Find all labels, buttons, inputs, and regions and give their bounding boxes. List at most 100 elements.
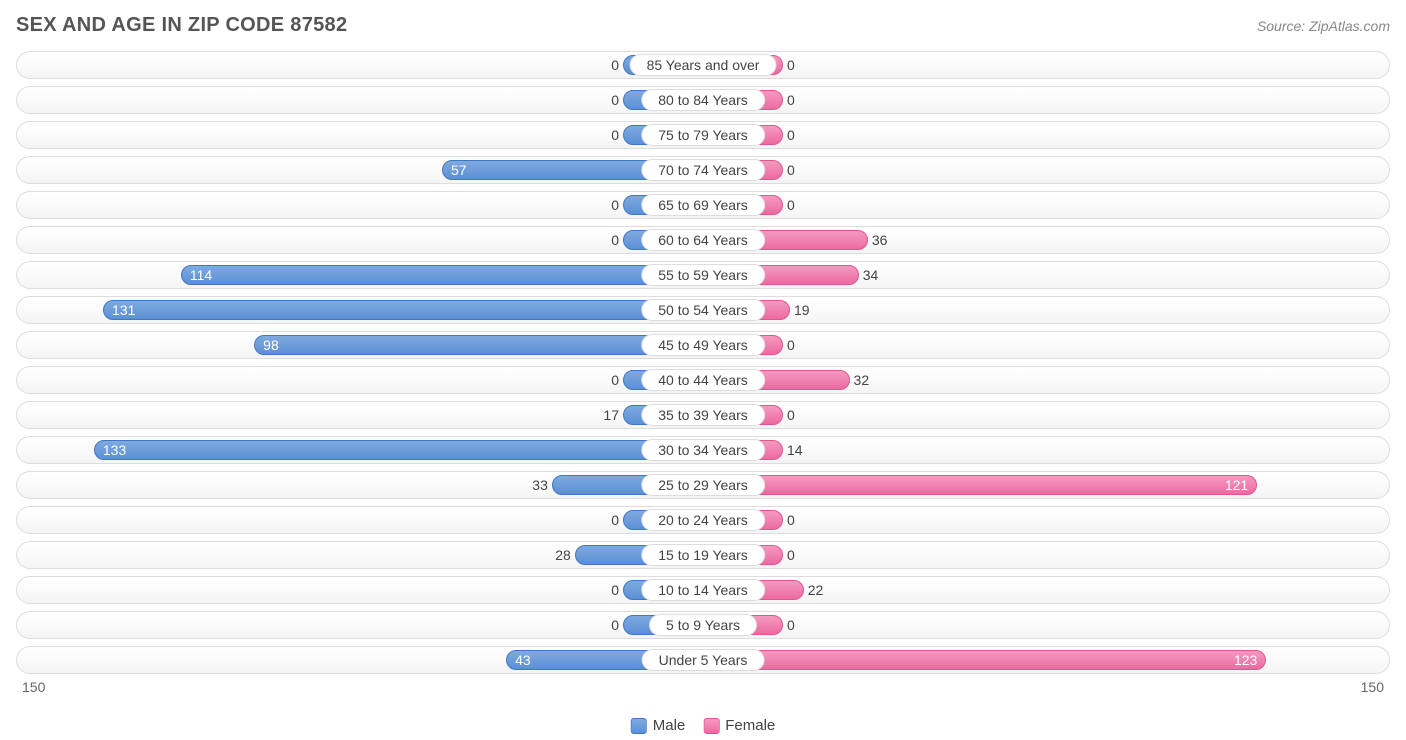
male-value: 28 bbox=[555, 547, 576, 563]
male-value: 0 bbox=[611, 197, 624, 213]
female-half: 36 bbox=[703, 227, 1389, 253]
female-value: 0 bbox=[782, 337, 795, 353]
female-value: 0 bbox=[782, 92, 795, 108]
male-half: 0 bbox=[17, 192, 703, 218]
female-half: 0 bbox=[703, 542, 1389, 568]
female-half: 0 bbox=[703, 402, 1389, 428]
pyramid-row: 0 32 40 to 44 Years bbox=[16, 366, 1390, 394]
female-value: 0 bbox=[782, 407, 795, 423]
age-category-label: 70 to 74 Years bbox=[641, 159, 765, 181]
male-value: 133 bbox=[103, 442, 126, 458]
pyramid-row: 43123Under 5 Years bbox=[16, 646, 1390, 674]
female-value: 0 bbox=[782, 127, 795, 143]
age-category-label: 85 Years and over bbox=[630, 54, 777, 76]
pyramid-row: 0 22 10 to 14 Years bbox=[16, 576, 1390, 604]
female-value: 121 bbox=[1225, 477, 1248, 493]
male-value: 17 bbox=[603, 407, 624, 423]
legend-male: Male bbox=[631, 717, 686, 734]
male-half: 0 bbox=[17, 577, 703, 603]
female-value: 0 bbox=[782, 512, 795, 528]
female-half: 14 bbox=[703, 437, 1389, 463]
female-half: 0 bbox=[703, 192, 1389, 218]
male-value: 0 bbox=[611, 232, 624, 248]
age-category-label: 10 to 14 Years bbox=[641, 579, 765, 601]
female-half: 34 bbox=[703, 262, 1389, 288]
male-half: 0 bbox=[17, 612, 703, 638]
age-category-label: 20 to 24 Years bbox=[641, 509, 765, 531]
male-value: 0 bbox=[611, 92, 624, 108]
pyramid-row: 0075 to 79 Years bbox=[16, 121, 1390, 149]
female-half: 0 bbox=[703, 122, 1389, 148]
male-bar: 133 bbox=[94, 440, 703, 460]
male-half: 0 bbox=[17, 52, 703, 78]
pyramid-row: 0 0 80 to 84 Years bbox=[16, 86, 1390, 114]
age-category-label: 40 to 44 Years bbox=[641, 369, 765, 391]
female-value: 0 bbox=[782, 617, 795, 633]
male-bar: 114 bbox=[181, 265, 703, 285]
pyramid-row: 0 0 65 to 69 Years bbox=[16, 191, 1390, 219]
female-half: 123 bbox=[703, 647, 1389, 673]
female-value: 34 bbox=[858, 267, 879, 283]
male-value: 114 bbox=[190, 267, 212, 283]
female-value: 0 bbox=[782, 162, 795, 178]
pyramid-row: 98 0 45 to 49 Years bbox=[16, 331, 1390, 359]
male-value: 0 bbox=[611, 617, 624, 633]
legend: Male Female bbox=[631, 717, 776, 734]
male-value: 57 bbox=[451, 162, 467, 178]
male-value: 0 bbox=[611, 372, 624, 388]
female-value: 123 bbox=[1234, 652, 1257, 668]
female-half: 22 bbox=[703, 577, 1389, 603]
legend-swatch-male bbox=[631, 718, 647, 734]
male-half: 28 bbox=[17, 542, 703, 568]
pyramid-row: 33 121 25 to 29 Years bbox=[16, 471, 1390, 499]
male-value: 43 bbox=[515, 652, 531, 668]
female-value: 0 bbox=[782, 197, 795, 213]
male-value: 33 bbox=[532, 477, 553, 493]
male-value: 0 bbox=[611, 512, 624, 528]
pyramid-row: 57 0 70 to 74 Years bbox=[16, 156, 1390, 184]
female-half: 0 bbox=[703, 612, 1389, 638]
legend-label-female: Female bbox=[725, 717, 775, 734]
axis-left-max: 150 bbox=[22, 679, 45, 695]
female-value: 36 bbox=[867, 232, 888, 248]
pyramid-row: 131 1950 to 54 Years bbox=[16, 296, 1390, 324]
male-half: 57 bbox=[17, 157, 703, 183]
age-category-label: 60 to 64 Years bbox=[641, 229, 765, 251]
female-value: 32 bbox=[849, 372, 870, 388]
female-half: 0 bbox=[703, 507, 1389, 533]
male-bar: 131 bbox=[103, 300, 703, 320]
age-category-label: 55 to 59 Years bbox=[641, 264, 765, 286]
female-half: 19 bbox=[703, 297, 1389, 323]
male-bar: 98 bbox=[254, 335, 703, 355]
chart-header: SEX AND AGE IN ZIP CODE 87582 Source: Zi… bbox=[16, 14, 1390, 37]
age-category-label: 45 to 49 Years bbox=[641, 334, 765, 356]
male-half: 0 bbox=[17, 367, 703, 393]
pyramid-row: 17035 to 39 Years bbox=[16, 401, 1390, 429]
age-category-label: 50 to 54 Years bbox=[641, 299, 765, 321]
age-category-label: 80 to 84 Years bbox=[641, 89, 765, 111]
male-half: 114 bbox=[17, 262, 703, 288]
pyramid-row: 0085 Years and over bbox=[16, 51, 1390, 79]
age-category-label: 65 to 69 Years bbox=[641, 194, 765, 216]
female-half: 32 bbox=[703, 367, 1389, 393]
age-category-label: 30 to 34 Years bbox=[641, 439, 765, 461]
female-value: 0 bbox=[782, 547, 795, 563]
female-bar: 121 bbox=[703, 475, 1257, 495]
pyramid-row: 114 34 55 to 59 Years bbox=[16, 261, 1390, 289]
female-bar: 123 bbox=[703, 650, 1266, 670]
age-category-label: 25 to 29 Years bbox=[641, 474, 765, 496]
female-half: 121 bbox=[703, 472, 1389, 498]
female-half: 0 bbox=[703, 157, 1389, 183]
male-half: 43 bbox=[17, 647, 703, 673]
axis-right-max: 150 bbox=[1361, 679, 1384, 695]
female-half: 0 bbox=[703, 332, 1389, 358]
chart-title: SEX AND AGE IN ZIP CODE 87582 bbox=[16, 14, 347, 37]
age-category-label: 5 to 9 Years bbox=[649, 614, 757, 636]
male-value: 131 bbox=[112, 302, 135, 318]
chart-source: Source: ZipAtlas.com bbox=[1257, 18, 1390, 34]
female-value: 22 bbox=[803, 582, 824, 598]
male-half: 98 bbox=[17, 332, 703, 358]
male-half: 133 bbox=[17, 437, 703, 463]
female-half: 0 bbox=[703, 52, 1389, 78]
male-half: 131 bbox=[17, 297, 703, 323]
